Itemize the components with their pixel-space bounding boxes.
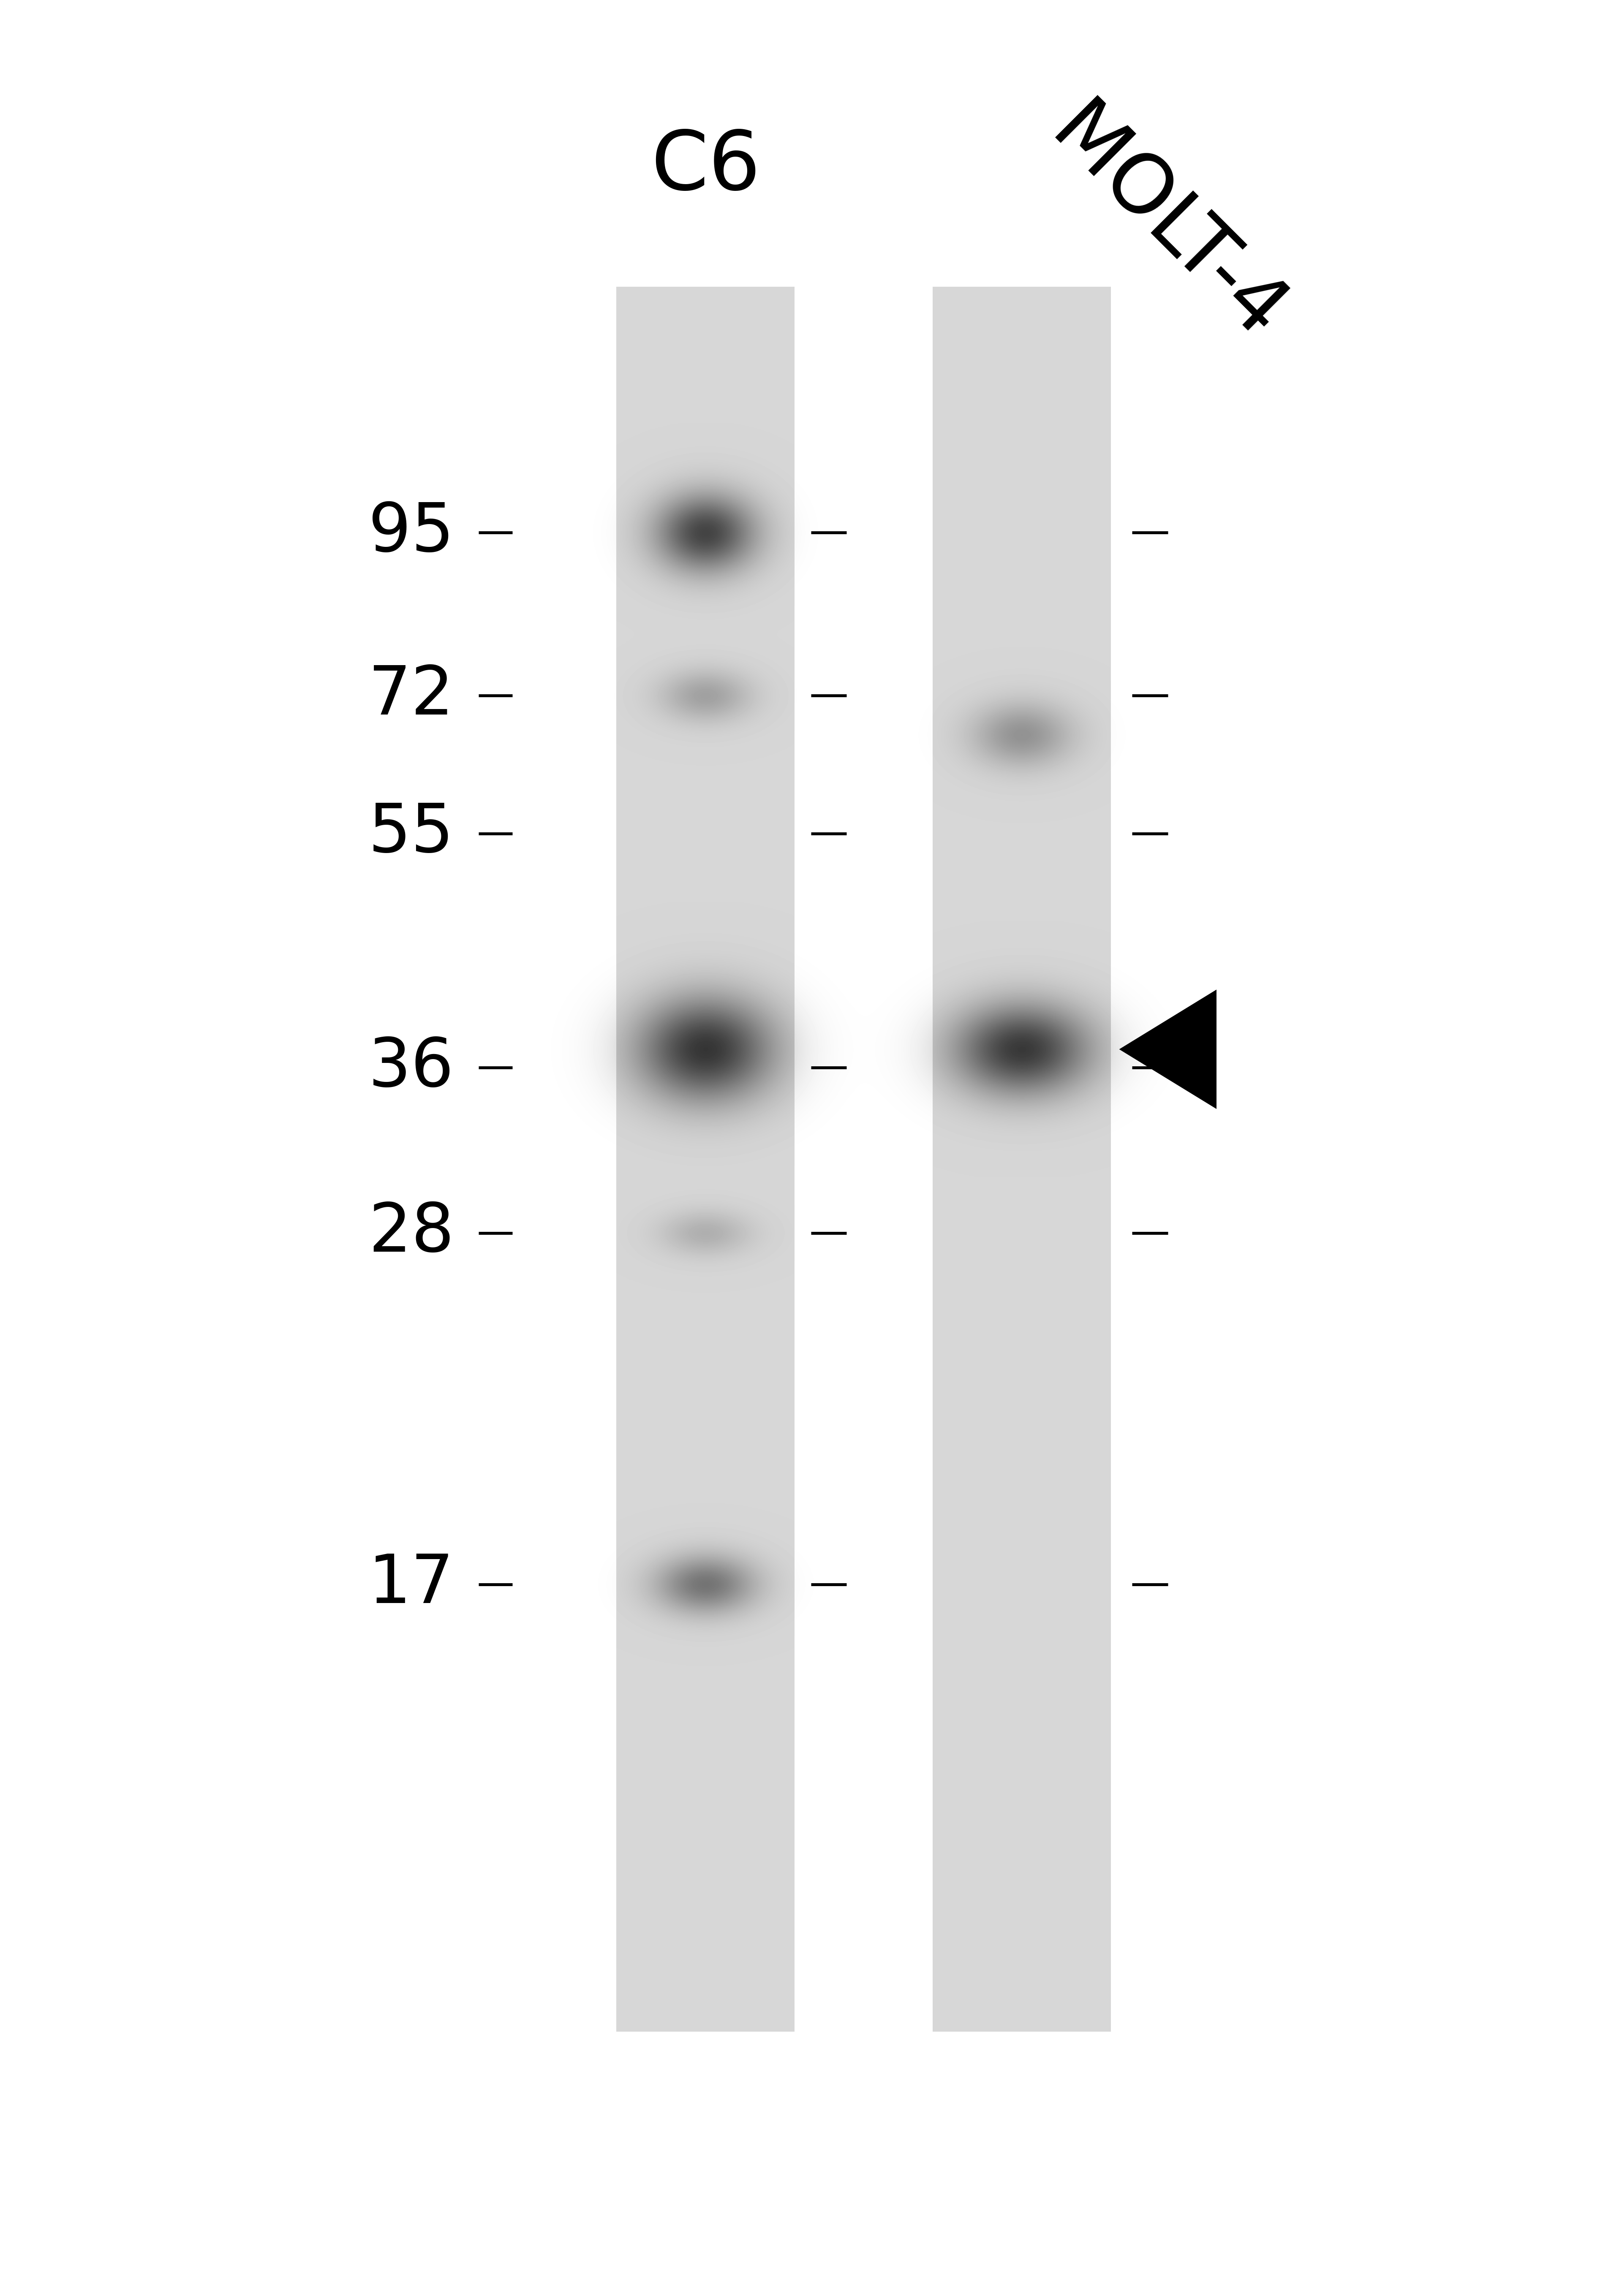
Text: 17: 17 <box>368 1552 454 1616</box>
Text: 55: 55 <box>368 801 454 866</box>
Text: MOLT-4: MOLT-4 <box>1035 94 1299 358</box>
Text: 72: 72 <box>368 664 454 728</box>
Polygon shape <box>1119 990 1216 1109</box>
Text: 28: 28 <box>368 1201 454 1265</box>
Text: C6: C6 <box>650 126 761 207</box>
Text: 95: 95 <box>368 501 454 565</box>
Text: 36: 36 <box>368 1035 454 1100</box>
